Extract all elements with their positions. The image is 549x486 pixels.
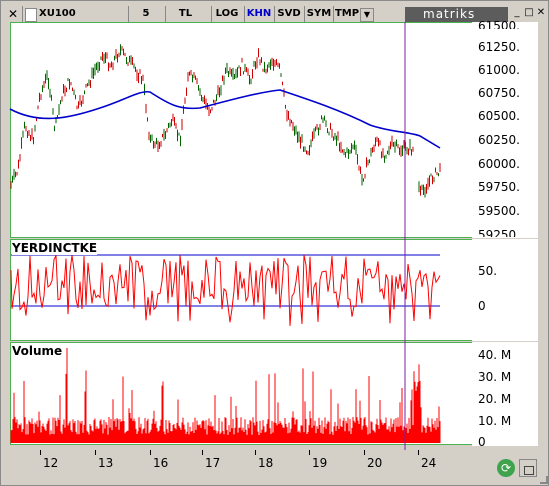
volume-tick-label: 40. M xyxy=(478,348,512,362)
volume-axis xyxy=(472,342,538,446)
time-tick-label: 12 xyxy=(43,456,59,470)
osc-tick-label: 50. xyxy=(478,264,498,278)
tmp-button[interactable]: TMP xyxy=(334,8,360,19)
price-tick-label: 59500. xyxy=(478,204,520,218)
price-tick-label: 60000. xyxy=(478,157,520,171)
time-tick-label: 13 xyxy=(98,456,114,470)
close-chart-icon[interactable]: ✕ xyxy=(7,7,19,21)
time-tick-label: 20 xyxy=(367,456,383,470)
price-tick-label: 60250. xyxy=(478,133,520,147)
time-axis xyxy=(10,450,471,474)
volume-title: Volume xyxy=(12,344,63,358)
oscillator-axis xyxy=(472,239,538,341)
osc-tick-label: 0 xyxy=(478,299,486,313)
volume-tick-label: 20. M xyxy=(478,392,512,406)
price-tick-label: 60750. xyxy=(478,86,520,100)
time-tick-label: 17 xyxy=(205,456,221,470)
price-axis xyxy=(472,22,538,238)
time-tick-label: 19 xyxy=(312,456,328,470)
matriks-logo: matriks xyxy=(405,7,508,22)
svd-button[interactable]: SVD xyxy=(277,8,301,19)
grid-icon[interactable] xyxy=(25,8,37,22)
symbol-label[interactable]: XU100 xyxy=(39,8,76,19)
moving-average-line xyxy=(9,89,441,149)
price-tick-label: 61250. xyxy=(478,40,520,54)
price-tick-label: 59750. xyxy=(478,180,520,194)
oscillator-title: YERDINCTKE xyxy=(12,241,98,255)
price-tick-label: 61000. xyxy=(478,63,520,77)
lock-icon[interactable] xyxy=(519,459,537,477)
khn-button[interactable]: KHN xyxy=(246,8,272,19)
volume-tick-label: 30. M xyxy=(478,370,512,384)
volume-tick-label: 0 xyxy=(478,435,486,449)
price-tick-label: 59250. xyxy=(478,228,520,237)
period-button[interactable]: 5 xyxy=(142,8,150,19)
resize-grip-icon[interactable] xyxy=(540,476,548,484)
log-button[interactable]: LOG xyxy=(215,8,239,19)
sym-button[interactable]: SYM xyxy=(306,8,332,19)
volume-tick-label: 10. M xyxy=(478,414,512,428)
time-tick-label: 24 xyxy=(421,456,437,470)
toolbar: ✕ XU100 5 TL LOG KHN SVD SYM TMP ▼ matri… xyxy=(2,2,545,22)
close-window-button[interactable]: ✕ xyxy=(536,7,546,18)
currency-button[interactable]: TL xyxy=(178,8,193,19)
time-tick-label: 18 xyxy=(258,456,274,470)
price-tick-label: 60500. xyxy=(478,109,520,123)
oscillator-line xyxy=(10,253,441,326)
minimize-button[interactable]: _ xyxy=(514,7,520,18)
refresh-icon[interactable]: ⟳ xyxy=(497,459,515,477)
tmp-dropdown-icon[interactable]: ▼ xyxy=(360,8,374,22)
time-tick-label: 16 xyxy=(153,456,169,470)
price-tick-label: 61500. xyxy=(478,19,520,29)
maximize-button[interactable]: □ xyxy=(524,7,534,18)
